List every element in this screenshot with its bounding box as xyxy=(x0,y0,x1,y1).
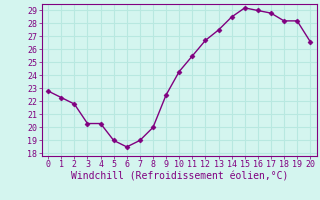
X-axis label: Windchill (Refroidissement éolien,°C): Windchill (Refroidissement éolien,°C) xyxy=(70,172,288,182)
